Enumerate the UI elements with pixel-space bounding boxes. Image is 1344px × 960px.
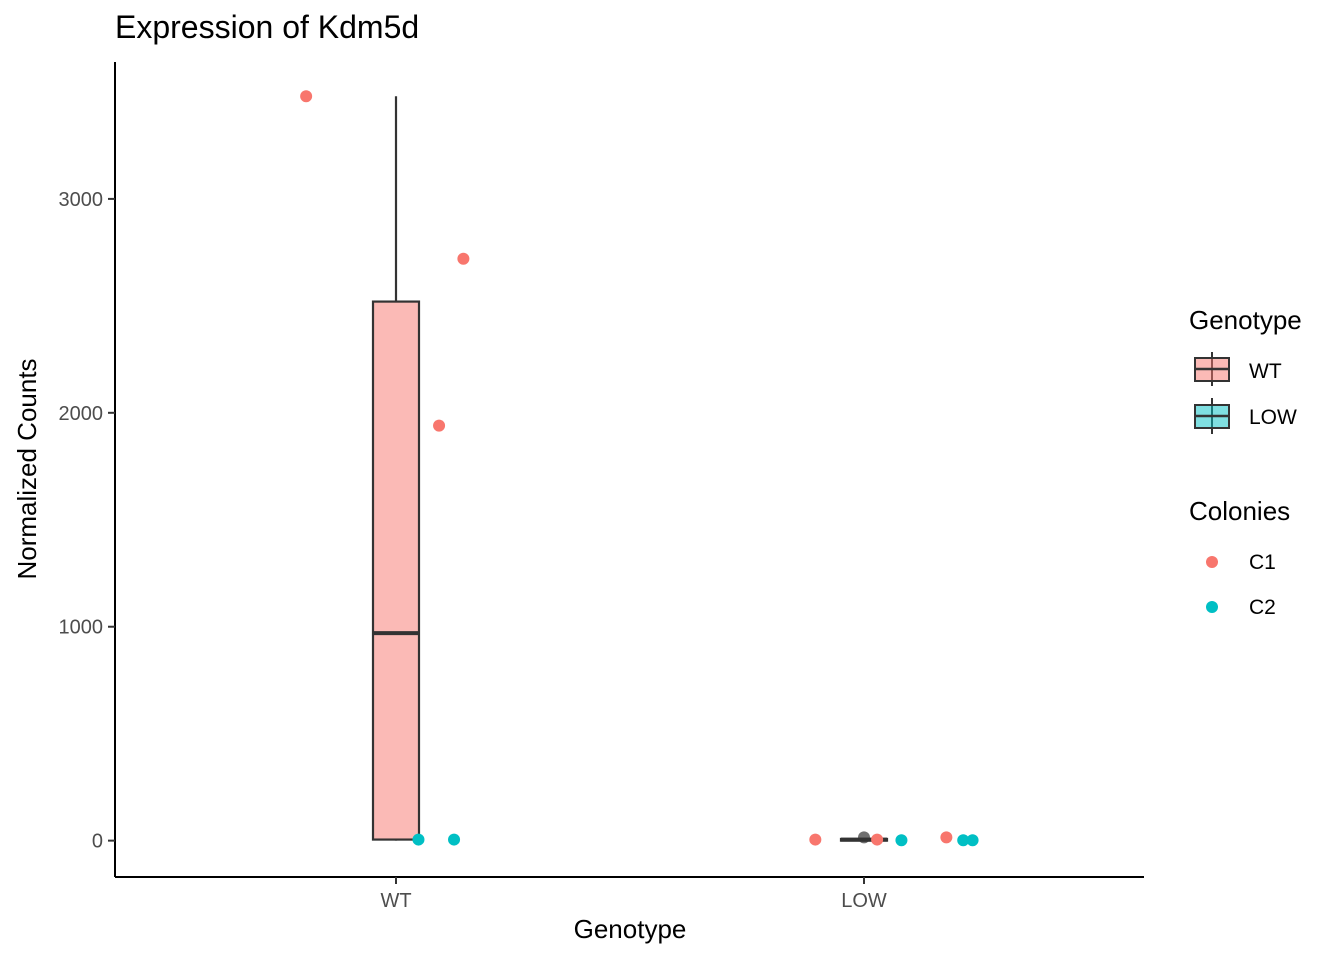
box-body xyxy=(371,300,421,841)
data-point-c1 xyxy=(871,833,884,846)
data-point-c1 xyxy=(433,419,446,432)
legend-genotype: Genotype WT LOW xyxy=(1189,305,1302,434)
legend-label-c2: C2 xyxy=(1249,596,1276,619)
box-outlier xyxy=(858,831,870,844)
legend-key-c2 xyxy=(1206,601,1218,613)
data-point-c2 xyxy=(957,834,970,847)
x-tick-label: LOW xyxy=(841,890,887,912)
y-tick-label: 0 xyxy=(92,831,103,853)
data-point-c2 xyxy=(448,833,461,846)
data-point-c2 xyxy=(412,833,425,846)
x-tick-label: WT xyxy=(380,890,411,912)
y-tick-label: 2000 xyxy=(59,403,104,425)
data-point-c1 xyxy=(809,833,822,846)
y-tick-label: 3000 xyxy=(59,189,104,211)
data-point-c1 xyxy=(300,90,313,103)
legend-colonies: Colonies C1 C2 xyxy=(1189,496,1290,619)
legend-label-low: LOW xyxy=(1249,406,1297,429)
x-axis-ticks: WT LOW xyxy=(380,877,887,912)
legend-label-wt: WT xyxy=(1249,360,1282,383)
data-point-c2 xyxy=(966,834,979,847)
y-axis-title: Normalized Counts xyxy=(12,358,42,579)
box-wt xyxy=(371,96,421,841)
y-tick-label: 1000 xyxy=(59,617,104,639)
plot-area xyxy=(300,90,979,847)
data-point-c2 xyxy=(895,834,908,847)
data-point-c1 xyxy=(940,831,953,844)
legend-title-genotype: Genotype xyxy=(1189,305,1302,335)
legend-key-c1 xyxy=(1206,556,1218,568)
legend-label-c1: C1 xyxy=(1249,551,1276,574)
legend-key-wt xyxy=(1194,352,1230,386)
y-axis-ticks: 0 1000 2000 3000 xyxy=(59,189,115,853)
legend-key-low xyxy=(1194,398,1230,434)
x-axis-title: Genotype xyxy=(574,914,687,944)
data-point-c1 xyxy=(457,252,470,265)
legend-title-colonies: Colonies xyxy=(1189,496,1290,526)
chart-title: Expression of Kdm5d xyxy=(115,9,419,45)
